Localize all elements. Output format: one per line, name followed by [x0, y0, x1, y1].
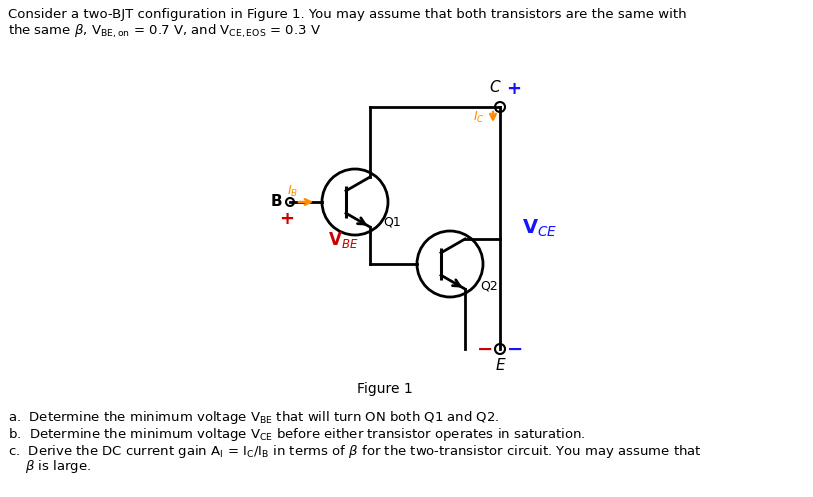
Text: E: E: [495, 357, 505, 372]
Text: B: B: [270, 193, 282, 209]
Text: C: C: [489, 80, 500, 94]
Text: $I_C$: $I_C$: [473, 109, 485, 125]
Text: Figure 1: Figure 1: [357, 382, 413, 396]
Text: +: +: [280, 210, 294, 228]
Text: −: −: [506, 339, 524, 358]
Text: $I_B$: $I_B$: [288, 183, 298, 198]
Text: Q2: Q2: [480, 279, 498, 293]
Text: +: +: [506, 80, 521, 98]
Text: Consider a two-BJT configuration in Figure 1. You may assume that both transisto: Consider a two-BJT configuration in Figu…: [8, 8, 687, 21]
Text: the same $\beta$, V$_{\sf BE,on}$ = 0.7 V, and V$_{\sf CE,EOS}$ = 0.3 V: the same $\beta$, V$_{\sf BE,on}$ = 0.7 …: [8, 23, 321, 40]
Text: Q1: Q1: [383, 216, 401, 229]
Text: −: −: [476, 339, 493, 358]
Text: $\mathbf{V}_{CE}$: $\mathbf{V}_{CE}$: [522, 217, 558, 239]
Text: a.  Determine the minimum voltage V$_{\sf BE}$ that will turn ON both Q1 and Q2.: a. Determine the minimum voltage V$_{\sf…: [8, 409, 499, 426]
Text: $\beta$ is large.: $\beta$ is large.: [25, 458, 91, 475]
Text: c.  Derive the DC current gain A$_{\sf I}$ = I$_{\sf C}$/I$_{\sf B}$ in terms of: c. Derive the DC current gain A$_{\sf I}…: [8, 443, 702, 460]
Text: b.  Determine the minimum voltage V$_{\sf CE}$ before either transistor operates: b. Determine the minimum voltage V$_{\sf…: [8, 426, 585, 443]
Text: $\mathbf{V}_{BE}$: $\mathbf{V}_{BE}$: [328, 231, 358, 250]
